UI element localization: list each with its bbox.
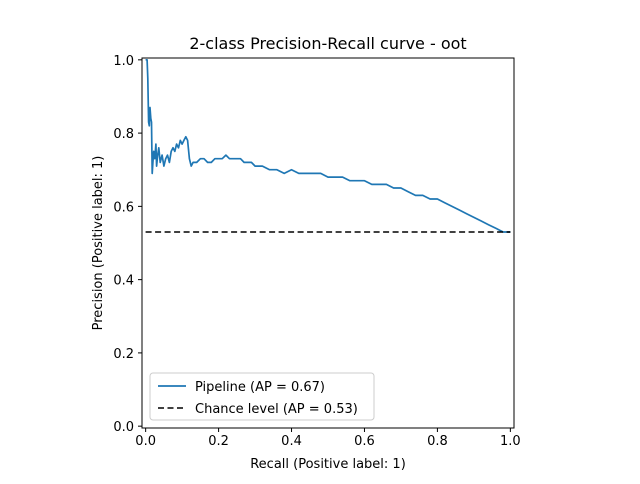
legend-frame — [149, 372, 375, 421]
x-axis-label: Recall (Positive label: 1) — [250, 457, 406, 472]
chart-title: 2-class Precision-Recall curve - oot — [189, 34, 466, 53]
y-tick-label: 0.6 — [113, 200, 134, 215]
x-tick-label: 0.6 — [354, 434, 375, 449]
x-tick-label: 0.4 — [281, 434, 302, 449]
pipeline-pr-curve — [145, 58, 511, 233]
plot-area: 0.0 0.2 0.4 0.6 0.8 1.0 0.0 0.2 0.4 0.6 0.8 1.0 — [113, 54, 520, 449]
y-tick-label: 0.2 — [113, 347, 134, 362]
x-tick-label: 1.0 — [500, 434, 521, 449]
x-tick-label: 0.0 — [135, 434, 156, 449]
axes-frame — [141, 57, 515, 429]
x-tick-label: 0.2 — [208, 434, 229, 449]
y-tick-label: 1.0 — [113, 54, 134, 69]
legend-label: Chance level (AP = 0.53) — [195, 402, 358, 417]
legend: Pipeline (AP = 0.67) Chance level (AP = 0… — [149, 372, 375, 421]
y-tick-label: 0.4 — [113, 274, 134, 289]
y-tick-label: 0.0 — [113, 420, 134, 435]
y-tick-label: 0.8 — [113, 127, 134, 142]
y-axis-label: Precision (Positive label: 1) — [91, 156, 106, 331]
x-tick-label: 0.8 — [427, 434, 448, 449]
legend-label: Pipeline (AP = 0.67) — [195, 380, 325, 395]
